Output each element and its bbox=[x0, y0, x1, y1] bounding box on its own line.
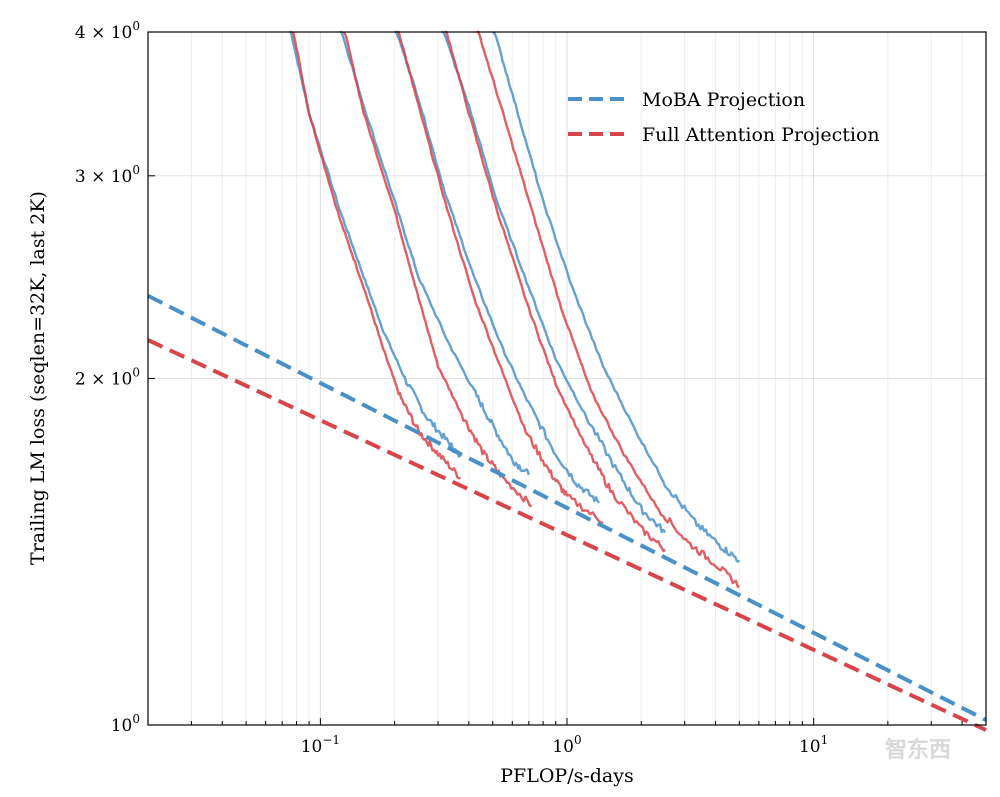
moba-training-curve bbox=[394, 30, 600, 504]
full-training-curve bbox=[291, 31, 461, 480]
moba-projection-line bbox=[147, 293, 987, 722]
y-tick-label: 2 × 100 bbox=[75, 366, 140, 390]
axis-ticks: 10−1 100 101 100 2 × 100 3 × 100 4 × 100 bbox=[75, 19, 987, 757]
x-axis-label: PFLOP/s-days bbox=[500, 765, 634, 787]
moba-training-curve bbox=[492, 30, 741, 563]
moba-training-curve bbox=[289, 30, 462, 458]
y-tick-label: 100 bbox=[111, 712, 140, 736]
legend-label-moba: MoBA Projection bbox=[642, 89, 805, 111]
y-tick-label: 4 × 100 bbox=[75, 19, 140, 43]
legend: MoBA Projection Full Attention Projectio… bbox=[568, 89, 880, 146]
x-tick-label: 10−1 bbox=[301, 733, 340, 757]
watermark-logo: 智东西 bbox=[885, 737, 951, 763]
full-training-curve bbox=[476, 30, 740, 588]
grid bbox=[147, 31, 987, 726]
x-tick-label: 101 bbox=[799, 733, 828, 757]
x-tick-label: 100 bbox=[552, 733, 581, 757]
projection-lines bbox=[147, 293, 987, 732]
training-curves bbox=[289, 30, 741, 588]
moba-training-curve bbox=[441, 30, 667, 534]
full-training-curve bbox=[397, 30, 604, 524]
moba-training-curve bbox=[339, 30, 530, 476]
y-axis-label: Trailing LM loss (seqlen=32K, last 2K) bbox=[27, 191, 49, 565]
legend-label-full: Full Attention Projection bbox=[642, 124, 880, 146]
y-tick-label: 3 × 100 bbox=[75, 163, 140, 187]
full-attention-projection-line bbox=[147, 338, 987, 732]
full-training-curve bbox=[445, 30, 666, 553]
